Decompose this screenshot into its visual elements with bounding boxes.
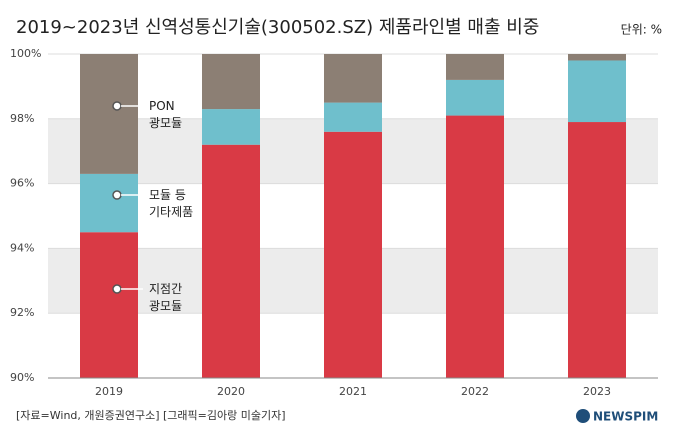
bar-segment [80,232,138,378]
bar-segment [568,54,626,61]
bar-segment [324,102,382,132]
y-tick-label: 90% [10,371,34,384]
bar-segment [568,60,626,123]
x-tick-label: 2022 [461,385,489,398]
bar-segment [80,173,138,233]
x-tick-label: 2023 [583,385,611,398]
legend-dot [112,284,122,294]
legend-label-line: 기타제품 [149,205,193,219]
bars [80,54,626,378]
bar-segment [202,54,260,110]
legend-label-line: 광모듈 [149,299,182,313]
bar-segment [202,109,260,145]
source-note: [자료=Wind, 개원증권연구소] [그래픽=김아랑 미술기자] [16,409,286,422]
logo: NEWSPIM [593,410,658,424]
x-tick-label: 2019 [95,385,123,398]
legend-dot [112,190,122,200]
bar-segment [80,54,138,174]
y-tick-label: 100% [10,47,41,60]
legend-label-line: 지점간 [149,282,182,296]
bar-segment [446,54,504,80]
legend-dot [112,101,122,111]
x-tick-label: 2020 [217,385,245,398]
legend-label-line: PON [149,98,175,112]
y-tick-label: 98% [10,112,34,125]
bar-segment [446,79,504,116]
y-tick-label: 94% [10,241,34,254]
bar-segment [324,131,382,378]
bar-segment [202,144,260,378]
legend-label: PON 광모듈 [149,98,182,129]
y-tick-label: 92% [10,306,34,319]
unit-note: 단위: % [621,23,662,37]
bar-segment [568,122,626,378]
legend-label-line: 모듈 등 [149,188,186,202]
chart-title: 2019~2023년 신역성통신기술(300502.SZ) 제품라인별 매출 비… [16,17,539,38]
legend-label-line: 광모듈 [149,115,182,129]
x-tick-label: 2021 [339,385,367,398]
bar-segment [324,54,382,103]
bar-segment [446,115,504,378]
y-tick-label: 96% [10,177,34,190]
logo-icon [576,409,590,423]
